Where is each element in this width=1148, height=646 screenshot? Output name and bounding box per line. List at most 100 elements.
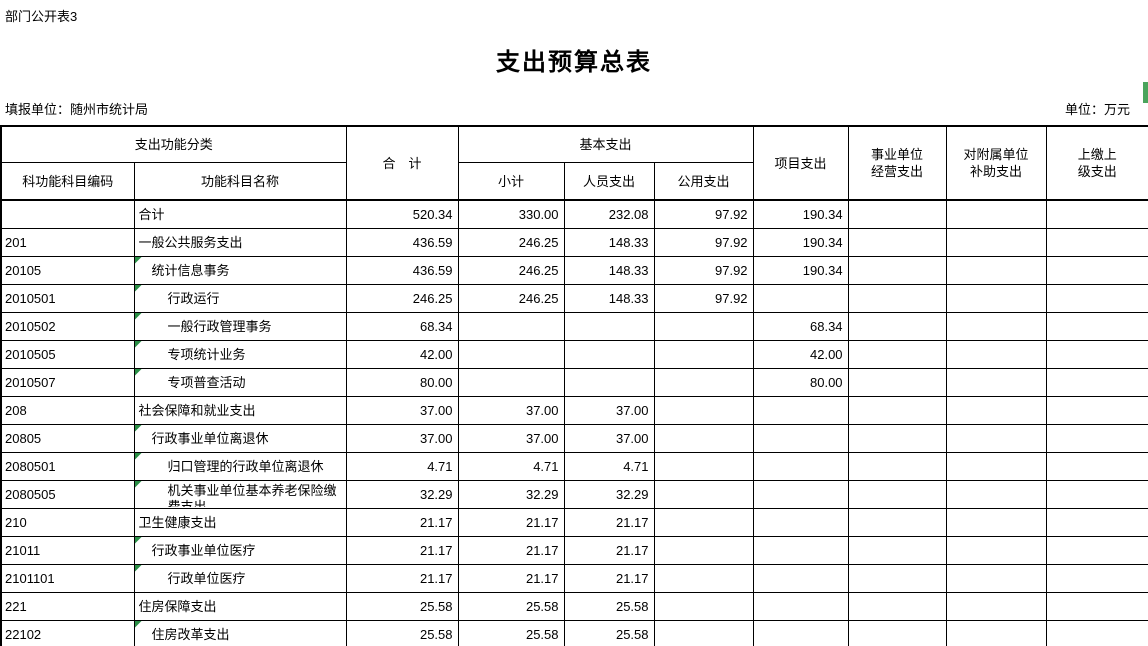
cell-total: 4.71 <box>345 452 459 481</box>
cell-total: 21.17 <box>345 536 459 565</box>
cell-operating <box>847 256 947 285</box>
green-strip-decoration <box>1143 82 1148 103</box>
cell-basic-subtotal: 4.71 <box>457 452 565 481</box>
cell-basic-subtotal <box>457 368 565 397</box>
cell-project: 42.00 <box>752 340 849 369</box>
cell-total: 436.59 <box>345 228 459 257</box>
col-header-personnel: 人员支出 <box>563 162 655 201</box>
cell-public <box>653 452 754 481</box>
cell-function-name: 统计信息事务 <box>133 256 347 285</box>
cell-operating <box>847 284 947 313</box>
table-row: 2101101 行政单位医疗 21.17 21.17 21.17 <box>0 564 1148 593</box>
cell-basic-subtotal: 246.25 <box>457 228 565 257</box>
cell-subsidy <box>945 452 1047 481</box>
cell-project <box>752 620 849 646</box>
cell-project <box>752 592 849 621</box>
table-row: 2010505 专项统计业务 42.00 42.00 <box>0 340 1148 369</box>
table-header: 支出功能分类 合 计 基本支出 项目支出 事业单位 经营支出 对附属单位 补助支… <box>0 125 1148 201</box>
col-header-subtotal: 小计 <box>457 162 565 201</box>
table-row: 2010507 专项普查活动 80.00 80.00 <box>0 368 1148 397</box>
cell-function-name: 一般行政管理事务 <box>133 312 347 341</box>
cell-total: 436.59 <box>345 256 459 285</box>
cell-personnel: 21.17 <box>563 564 655 593</box>
cell-operating <box>847 424 947 453</box>
function-name-text: 行政事业单位医疗 <box>151 542 256 558</box>
cell-upper <box>1045 536 1148 565</box>
cell-subsidy <box>945 228 1047 257</box>
function-name-text: 行政运行 <box>167 290 220 306</box>
cell-basic-subtotal: 21.17 <box>457 508 565 537</box>
table-row: 2080501 归口管理的行政单位离退休 4.71 4.71 4.71 <box>0 452 1148 481</box>
cell-public <box>653 508 754 537</box>
cell-personnel: 232.08 <box>563 199 655 229</box>
function-name-text: 统计信息事务 <box>151 262 230 278</box>
col-header-subsidy: 对附属单位 补助支出 <box>945 125 1047 201</box>
cell-project <box>752 452 849 481</box>
cell-function-code: 2080501 <box>0 452 135 481</box>
cell-total: 21.17 <box>345 564 459 593</box>
cell-function-code: 22102 <box>0 620 135 646</box>
function-name-text: 一般公共服务支出 <box>138 234 243 250</box>
cell-operating <box>847 536 947 565</box>
cell-function-code: 20105 <box>0 256 135 285</box>
cell-subsidy <box>945 592 1047 621</box>
cell-total: 520.34 <box>345 199 459 229</box>
cell-basic-subtotal: 246.25 <box>457 284 565 313</box>
cell-subsidy <box>945 368 1047 397</box>
cell-basic-subtotal: 25.58 <box>457 592 565 621</box>
cell-operating <box>847 564 947 593</box>
function-name-text: 卫生健康支出 <box>138 514 217 530</box>
cell-function-name: 机关事业单位基本养老保险缴费支出 <box>133 480 347 509</box>
cell-basic-subtotal: 330.00 <box>457 199 565 229</box>
cell-project <box>752 508 849 537</box>
function-name-text: 行政单位医疗 <box>167 570 246 586</box>
function-name-text: 住房保障支出 <box>138 598 217 614</box>
cell-function-name: 行政运行 <box>133 284 347 313</box>
cell-total: 21.17 <box>345 508 459 537</box>
cell-function-code: 208 <box>0 396 135 425</box>
table-row: 221 住房保障支出 25.58 25.58 25.58 <box>0 592 1148 621</box>
col-header-project: 项目支出 <box>752 125 849 201</box>
cell-project: 190.34 <box>752 228 849 257</box>
cell-public <box>653 340 754 369</box>
cell-upper <box>1045 424 1148 453</box>
cell-project <box>752 564 849 593</box>
cell-operating <box>847 592 947 621</box>
cell-personnel: 21.17 <box>563 536 655 565</box>
cell-function-name: 一般公共服务支出 <box>133 228 347 257</box>
cell-function-code: 2010507 <box>0 368 135 397</box>
cell-operating <box>847 620 947 646</box>
cell-upper <box>1045 396 1148 425</box>
cell-operating <box>847 228 947 257</box>
cell-project <box>752 536 849 565</box>
function-name-text: 专项统计业务 <box>167 346 246 362</box>
cell-total: 37.00 <box>345 424 459 453</box>
table-row: 201 一般公共服务支出 436.59 246.25 148.33 97.92 … <box>0 228 1148 257</box>
function-name-text: 住房改革支出 <box>151 626 230 642</box>
table-row: 208 社会保障和就业支出 37.00 37.00 37.00 <box>0 396 1148 425</box>
cell-upper <box>1045 564 1148 593</box>
cell-function-code <box>0 199 135 229</box>
page-title: 支出预算总表 <box>496 49 652 76</box>
cell-basic-subtotal: 21.17 <box>457 536 565 565</box>
expenditure-budget-table: 支出功能分类 合 计 基本支出 项目支出 事业单位 经营支出 对附属单位 补助支… <box>0 125 1148 646</box>
cell-operating <box>847 368 947 397</box>
cell-function-name: 行政单位医疗 <box>133 564 347 593</box>
function-name-text: 机关事业单位基本养老保险缴费支出 <box>167 482 337 507</box>
cell-upper <box>1045 228 1148 257</box>
cell-total: 42.00 <box>345 340 459 369</box>
cell-total: 68.34 <box>345 312 459 341</box>
table-row: 22102 住房改革支出 25.58 25.58 25.58 <box>0 620 1148 646</box>
table-body: 合计 520.34 330.00 232.08 97.92 190.34 201… <box>0 199 1148 646</box>
cell-public <box>653 368 754 397</box>
unit-note-label: 单位：万元 <box>1064 102 1130 117</box>
cell-upper <box>1045 340 1148 369</box>
cell-subsidy <box>945 199 1047 229</box>
col-header-total: 合 计 <box>345 125 459 201</box>
cell-personnel: 37.00 <box>563 396 655 425</box>
cell-subsidy <box>945 480 1047 509</box>
function-name-text: 合计 <box>138 206 165 222</box>
cell-subsidy <box>945 536 1047 565</box>
cell-public <box>653 424 754 453</box>
cell-function-code: 21011 <box>0 536 135 565</box>
